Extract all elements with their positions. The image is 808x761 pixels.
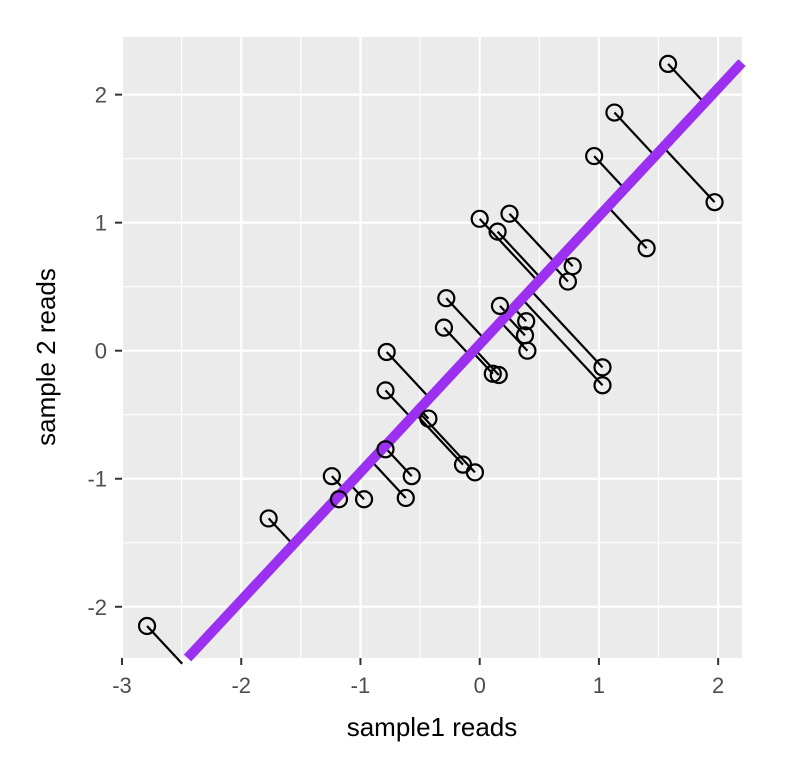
- y-tick-label: -2: [87, 595, 107, 620]
- data-point: [396, 488, 415, 508]
- data-point: [593, 358, 612, 377]
- data-point: [658, 54, 678, 73]
- data-point: [259, 509, 278, 528]
- y-tick-label: 1: [95, 211, 107, 236]
- residual-segment: [416, 410, 476, 474]
- data-point: [593, 376, 612, 395]
- residual-segment: [443, 326, 471, 356]
- data-point: [329, 490, 349, 509]
- residual-segment: [499, 321, 529, 352]
- y-tick-labels: -2 -1 0 1 2: [87, 83, 107, 620]
- data-point: [605, 103, 624, 122]
- data-point: [488, 222, 507, 241]
- y-tick-label: 2: [95, 83, 107, 108]
- data-point: [437, 289, 456, 308]
- residual-segment: [474, 348, 500, 376]
- data-point: [500, 204, 519, 223]
- data-point: [465, 463, 485, 482]
- x-tick-label: -2: [231, 673, 251, 698]
- x-tick-label: -3: [112, 673, 132, 698]
- data-point: [490, 296, 510, 315]
- x-axis-title: sample1 reads: [347, 712, 518, 742]
- residual-segment: [529, 289, 604, 369]
- y-tick-label: 0: [95, 339, 107, 364]
- data-point: [377, 342, 396, 362]
- y-axis-title: sample 2 reads: [31, 268, 61, 446]
- data-point: [376, 381, 395, 400]
- data-point: [585, 146, 604, 166]
- data-point: [419, 409, 438, 428]
- data-point: [434, 318, 454, 337]
- data-point: [137, 616, 157, 636]
- residual-segment: [445, 297, 486, 340]
- data-point: [489, 365, 508, 385]
- residual-segment: [414, 412, 464, 466]
- fit-line-group: [183, 59, 746, 662]
- residual-segment: [662, 146, 716, 203]
- data-point: [470, 209, 489, 228]
- data-point: [322, 467, 341, 486]
- data-point: [376, 440, 395, 459]
- plot-panel: [122, 37, 742, 658]
- data-point: [637, 239, 656, 258]
- y-tick-label: -1: [87, 467, 107, 492]
- x-tick-labels: -3 -2 -1 0 1 2: [112, 673, 724, 698]
- axis-ticks: [115, 93, 720, 665]
- residual-segment: [383, 445, 413, 477]
- data-point: [518, 341, 537, 360]
- residual-segment: [508, 212, 557, 264]
- data-point: [563, 257, 582, 276]
- residual-segment: [613, 111, 656, 157]
- residual-segment: [521, 298, 604, 387]
- data-point: [705, 193, 724, 212]
- data-point: [517, 312, 536, 331]
- x-tick-label: 0: [474, 673, 486, 698]
- x-tick-label: 1: [593, 673, 605, 698]
- residual-segment: [385, 351, 431, 399]
- residual-segment: [267, 517, 294, 546]
- data-point: [354, 490, 374, 509]
- residual-segment: [496, 230, 542, 280]
- minor-gridlines: [122, 37, 742, 658]
- x-tick-label: -1: [351, 673, 371, 698]
- residual-segment: [607, 205, 648, 250]
- residual-segment: [384, 389, 412, 419]
- data-points: [137, 54, 724, 636]
- fit-line: [183, 59, 746, 662]
- x-tick-label: 2: [712, 673, 724, 698]
- data-point: [402, 467, 421, 486]
